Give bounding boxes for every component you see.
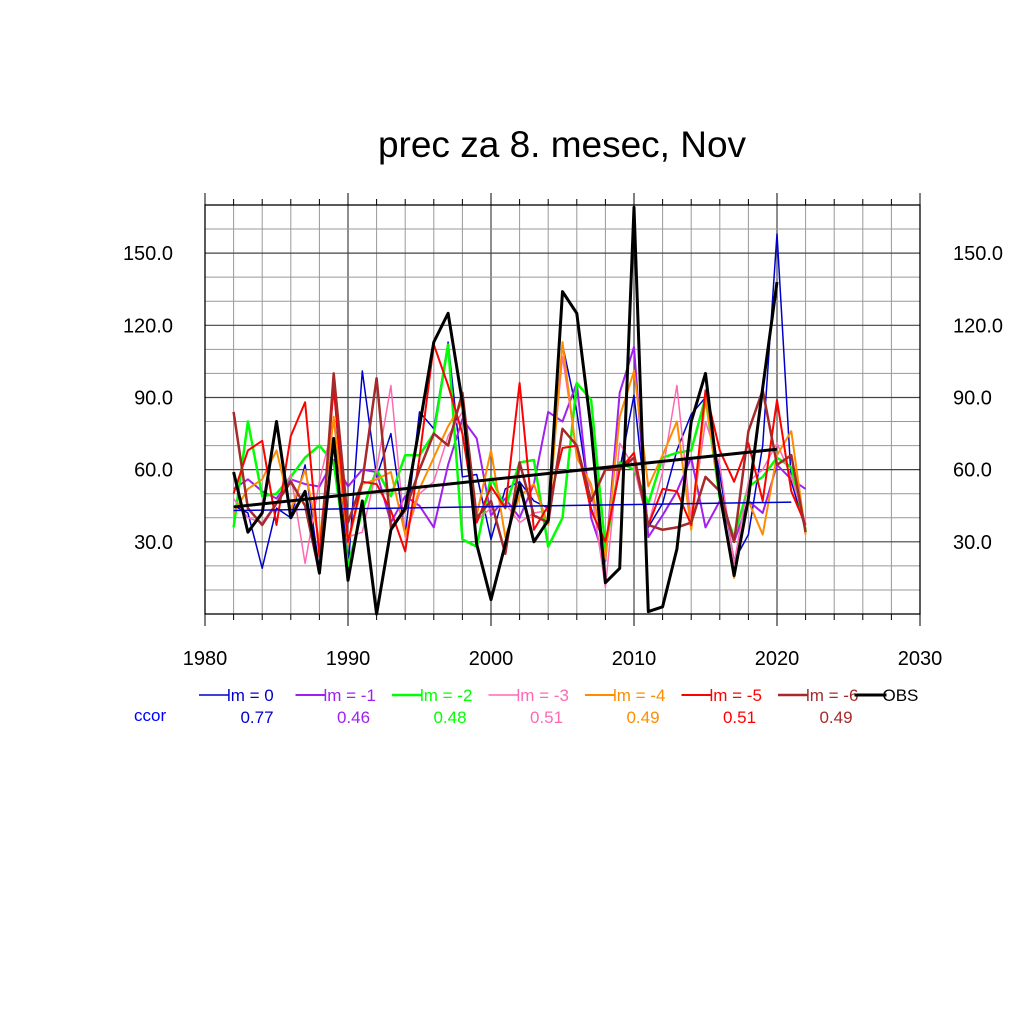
ccor-value: 0.49	[819, 708, 852, 727]
y-tick-label-right: 60.0	[953, 460, 992, 482]
y-tick-label-right: 90.0	[953, 387, 992, 409]
ccor-value: 0.49	[626, 708, 659, 727]
observed-line	[232, 205, 779, 616]
legend-label: lm = -4	[613, 686, 665, 705]
ccor-value: 0.46	[337, 708, 370, 727]
legend-label: lm = -6	[806, 686, 858, 705]
legend-label: lm = -1	[324, 686, 376, 705]
legend-label: lm = -3	[517, 686, 569, 705]
x-tick-label: 2010	[612, 648, 657, 670]
legend-label: lm = -2	[420, 686, 472, 705]
legend-label: lm = 0	[227, 686, 274, 705]
legend-label-obs: OBS	[883, 686, 919, 705]
legend-label: lm = -5	[710, 686, 762, 705]
series-line-4	[232, 341, 807, 579]
plot-frame	[204, 204, 921, 615]
y-tick-label-left: 90.0	[134, 387, 173, 409]
grid-lines	[205, 205, 920, 614]
y-tick-label-left: 30.0	[134, 532, 173, 554]
ccor-label: ccor	[134, 706, 166, 725]
x-tick-label: 2030	[898, 648, 943, 670]
ccor-value: 0.77	[240, 708, 273, 727]
ccor-value: 0.51	[723, 708, 756, 727]
data-series	[232, 205, 807, 616]
y-tick-label-left: 150.0	[123, 243, 173, 265]
x-tick-label: 2020	[755, 648, 800, 670]
y-tick-label-left: 120.0	[123, 315, 173, 337]
x-tick-label: 1990	[326, 648, 371, 670]
axes: 1980 1990 2000 2010 2020 2030 30.0 30.0 60.0 60.0…	[123, 193, 1003, 670]
x-tick-label: 2000	[469, 648, 514, 670]
series-line-1	[233, 345, 807, 563]
series-line-6	[232, 372, 807, 575]
y-tick-label-right: 30.0	[953, 532, 992, 554]
ccor-value: 0.51	[530, 708, 563, 727]
y-tick-label-left: 60.0	[134, 460, 173, 482]
y-tick-label-right: 120.0	[953, 315, 1003, 337]
y-tick-label-right: 150.0	[953, 243, 1003, 265]
ccor-value: 0.48	[433, 708, 466, 727]
legend: lm = 0 0.77 lm = -1 0.46 lm = -2 0.48 lm = -3 0…	[134, 686, 918, 727]
x-tick-label: 1980	[183, 648, 228, 670]
chart-title: prec za 8. mesec, Nov	[378, 124, 747, 165]
